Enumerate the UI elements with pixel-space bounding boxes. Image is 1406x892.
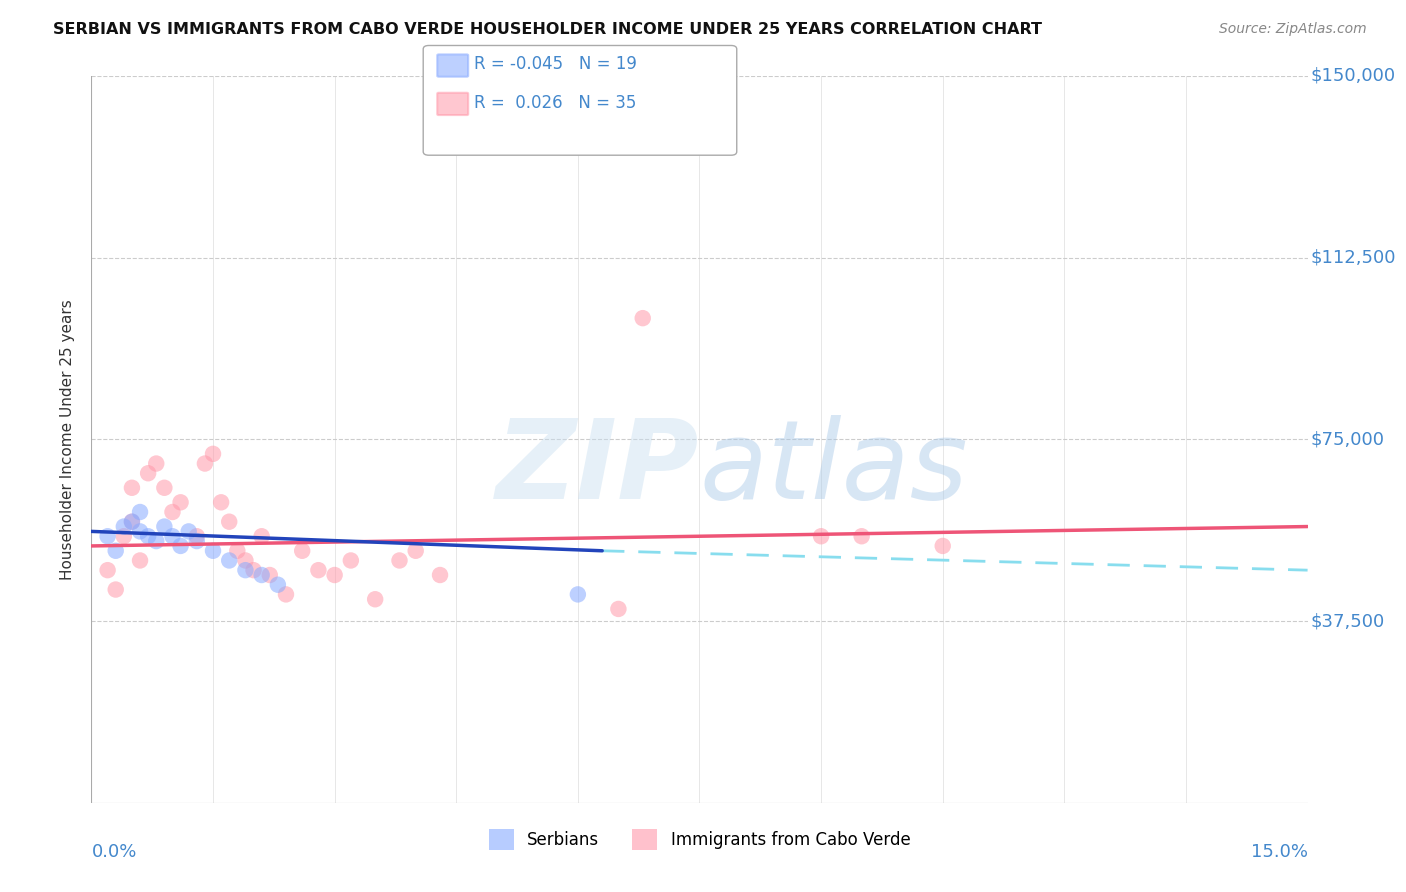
Point [177,524,200,539]
Point [162,505,184,519]
Text: $150,000: $150,000 [1310,67,1395,85]
Point [112,519,135,533]
Text: atlas: atlas [699,415,969,522]
Text: $112,500: $112,500 [1310,249,1396,267]
Point [121,515,143,529]
Text: SERBIAN VS IMMIGRANTS FROM CABO VERDE HOUSEHOLDER INCOME UNDER 25 YEARS CORRELAT: SERBIAN VS IMMIGRANTS FROM CABO VERDE HO… [53,22,1042,37]
Text: Source: ZipAtlas.com: Source: ZipAtlas.com [1219,22,1367,37]
Point [121,481,143,495]
Point [97,529,120,543]
Point [607,602,630,616]
Point [186,534,208,549]
Point [209,495,232,509]
Legend: Serbians, Immigrants from Cabo Verde: Serbians, Immigrants from Cabo Verde [482,822,917,856]
Point [153,519,176,533]
Point [218,515,240,529]
Point [931,539,953,553]
Point [291,543,314,558]
Point [97,563,120,577]
Point [340,553,363,567]
Point [218,553,240,567]
Point [194,457,217,471]
Point [129,524,152,539]
Point [112,529,135,543]
Point [267,578,290,592]
Point [810,529,832,543]
Point [235,563,257,577]
Point [250,529,273,543]
Point [186,529,208,543]
Point [162,529,184,543]
Point [104,582,127,597]
Point [169,495,191,509]
Point [323,568,346,582]
Point [259,568,281,582]
Point [136,529,159,543]
Y-axis label: Householder Income Under 25 years: Householder Income Under 25 years [60,299,76,580]
Point [202,543,225,558]
Text: 0.0%: 0.0% [91,843,136,861]
Point [129,553,152,567]
Text: R =  0.026   N = 35: R = 0.026 N = 35 [474,94,636,112]
Point [388,553,411,567]
Point [121,515,143,529]
Point [145,457,167,471]
Text: $75,000: $75,000 [1310,430,1384,449]
Point [274,587,297,601]
Text: ZIP: ZIP [496,415,699,522]
Point [202,447,225,461]
Point [631,311,654,326]
Point [567,587,589,601]
Point [851,529,873,543]
Point [136,467,159,481]
Text: R = -0.045   N = 19: R = -0.045 N = 19 [474,55,637,73]
Point [129,505,152,519]
Point [226,543,249,558]
Point [235,553,257,567]
Point [153,481,176,495]
Point [169,539,191,553]
Point [364,592,387,607]
Text: 15.0%: 15.0% [1250,843,1308,861]
Point [405,543,427,558]
Point [242,563,264,577]
Point [429,568,451,582]
Point [250,568,273,582]
Text: $37,500: $37,500 [1310,612,1385,630]
Point [145,534,167,549]
Point [307,563,329,577]
Point [104,543,127,558]
